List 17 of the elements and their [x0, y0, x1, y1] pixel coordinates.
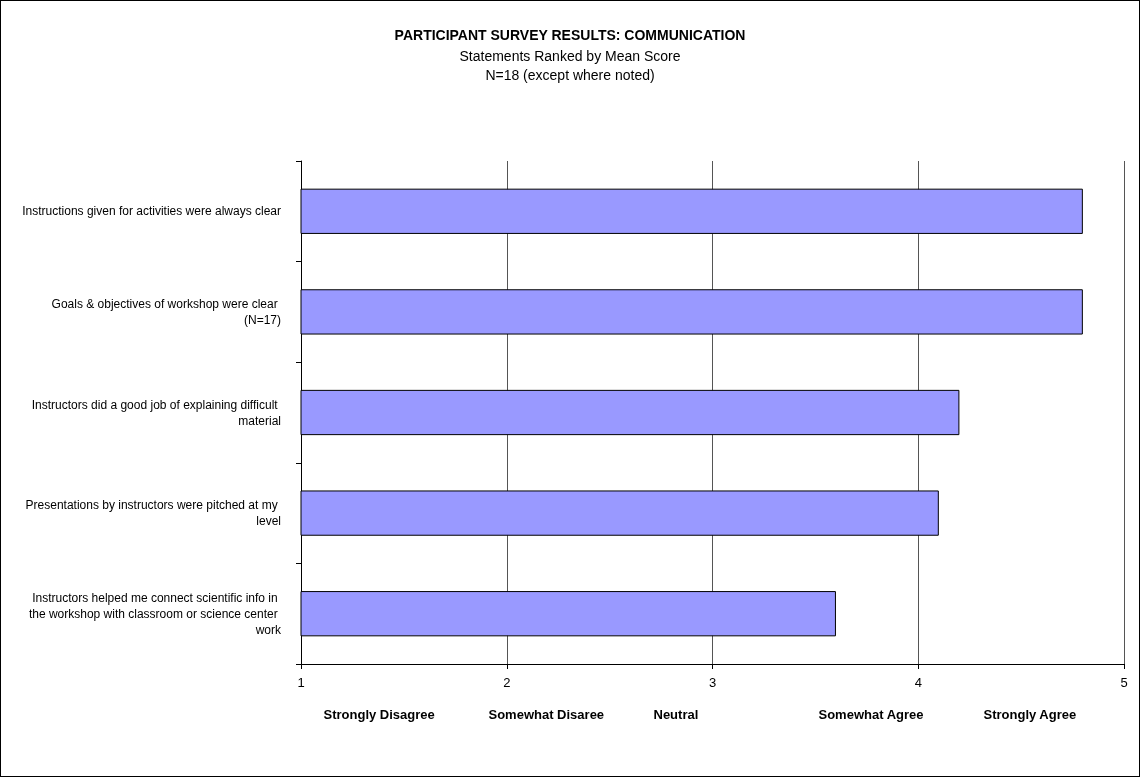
text: Somewhat Agree [818, 707, 924, 722]
x-tick-label: 1 [297, 675, 305, 690]
text: Neutral [653, 707, 699, 722]
y-tick-label: Goals & objectives of workshop were clear (N=17) [51, 296, 281, 327]
y-tick-label: Instructors helped me connect scientific info in the workshop with classroom or science center work [28, 590, 282, 637]
chart-subtitle: Statements Ranked by Mean Score N=18 (except where noted) [459, 47, 681, 83]
x-tick-label: 2 [503, 675, 511, 690]
x-tick-label: 5 [1120, 675, 1128, 690]
chart-title: PARTICIPANT SURVEY RESULTS: COMMUNICATION [394, 27, 746, 43]
x-tick-label: 4 [914, 675, 922, 690]
text: Strongly Disagree [323, 707, 435, 722]
x-tick-label: 3 [708, 675, 717, 690]
y-tick-label: Presentations by instructors were pitched at my level [25, 498, 281, 529]
text: Strongly Agree [983, 707, 1077, 722]
text: Somewhat Disaree [488, 707, 605, 722]
y-tick-label: Instructions given for activities were always clear [22, 204, 281, 219]
y-tick-label: Instructors did a good job of explaining difficult material [31, 397, 281, 428]
